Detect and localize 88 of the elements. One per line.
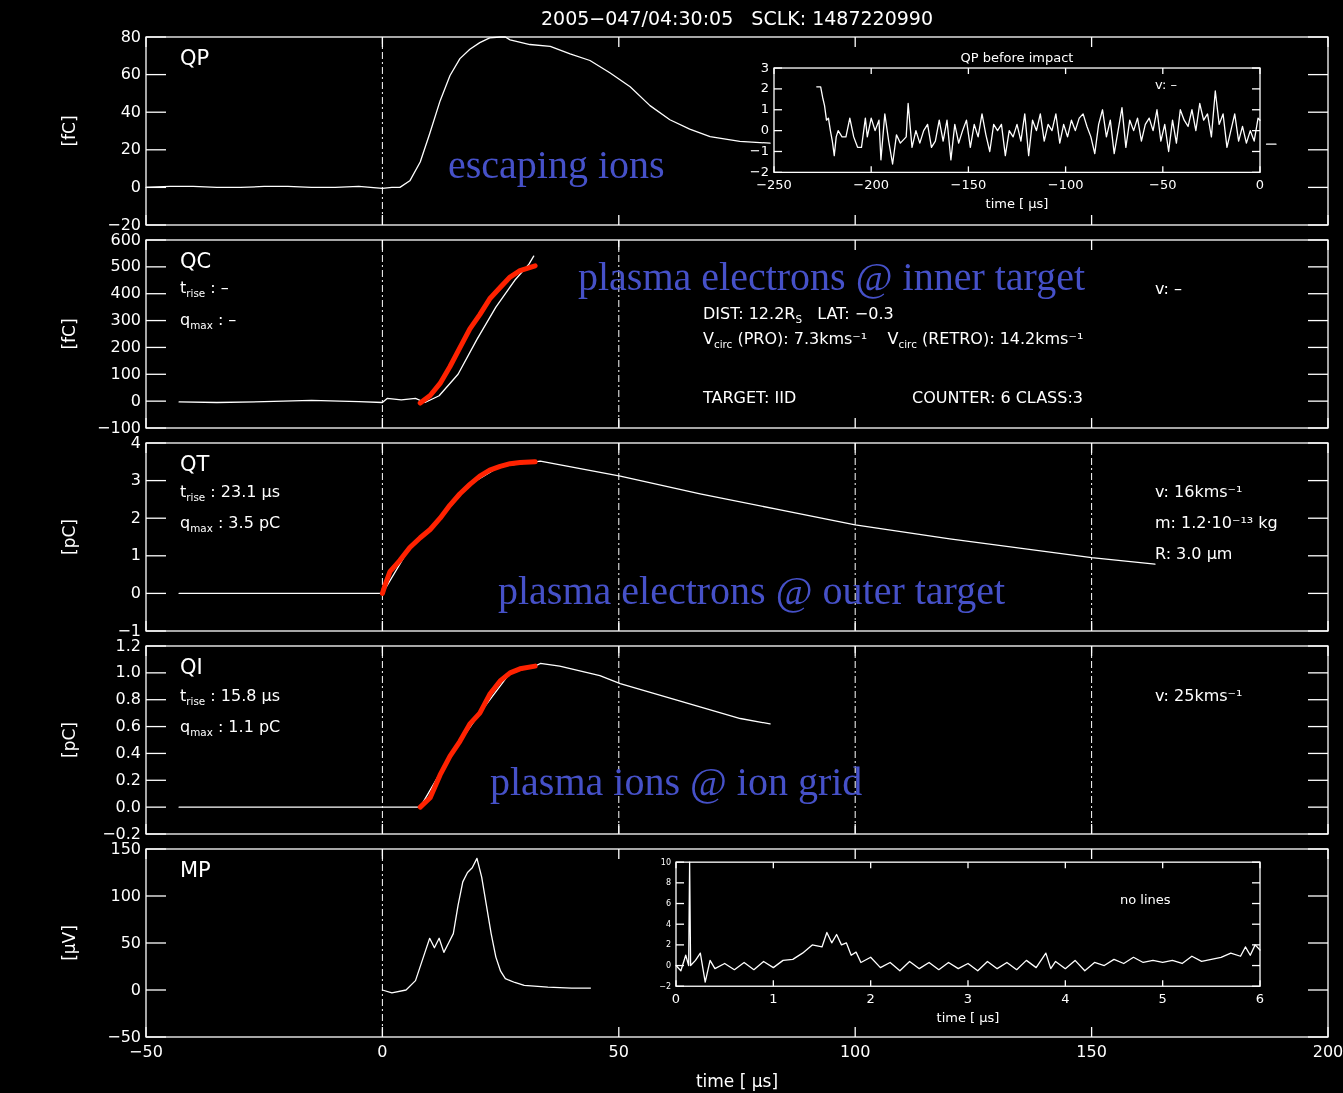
annotation: v: 16kms⁻¹: [1155, 481, 1243, 501]
x-tick-label: −250: [756, 177, 792, 193]
y-tick-label: 0.0: [115, 796, 141, 816]
y-tick-label: 100: [110, 885, 141, 905]
chart-title: QI: [180, 655, 203, 679]
y-tick-label: 3: [760, 59, 769, 75]
y-tick-label: 0.2: [115, 769, 141, 789]
x-tick-label: −150: [950, 177, 987, 193]
x-tick-label: 100: [839, 1042, 871, 1061]
x-tick-label: −200: [853, 177, 890, 193]
annotation: plasma electrons @ inner target: [578, 253, 1086, 299]
chart-title: MP: [180, 858, 211, 882]
x-tick-label: 3: [963, 991, 973, 1007]
y-tick-label: 0: [130, 390, 141, 410]
annotation: t$_{rise}$: 15.8 µs: [180, 685, 281, 707]
chart-title: QC: [180, 249, 212, 273]
y-tick-label: 8: [665, 878, 671, 888]
y-tick-label: 0.6: [115, 716, 141, 736]
annotation: m: 1.2·10⁻¹³ kg: [1155, 512, 1278, 532]
annotation: TARGET: IID: [702, 387, 797, 407]
x-tick-label: 0: [1255, 177, 1265, 193]
annotation: q$_{max}$: 3.5 pC: [180, 512, 281, 534]
annotation: no lines: [1120, 891, 1171, 907]
y-axis-title: [pC]: [59, 722, 79, 758]
y-tick-label: 80: [120, 26, 141, 46]
y-tick-label: 300: [110, 310, 141, 330]
y-tick-label: 0.4: [115, 742, 141, 762]
annotation: plasma electrons @ outer target: [498, 567, 1006, 613]
x-axis-title: time [ µs]: [695, 1071, 779, 1091]
annotation: v: –: [1155, 278, 1183, 298]
annotation: v: –: [1155, 76, 1177, 92]
y-axis-title: [fC]: [59, 318, 79, 350]
x-tick-label: 50: [608, 1042, 629, 1061]
y-tick-label: 200: [110, 336, 141, 356]
annotation: R: 3.0 µm: [1155, 543, 1233, 563]
y-tick-label: 6: [665, 899, 671, 909]
y-tick-label: 40: [120, 101, 141, 121]
y-tick-label: 4: [665, 919, 671, 929]
y-tick-label: 100: [110, 363, 141, 383]
y-tick-label: 0: [760, 122, 769, 138]
y-tick-label: 1: [130, 545, 141, 565]
x-tick-label: 4: [1061, 991, 1070, 1007]
x-tick-label: 5: [1158, 991, 1167, 1007]
y-tick-label: 3: [130, 470, 141, 490]
y-tick-label: 20: [120, 139, 141, 159]
y-tick-label: 400: [110, 283, 141, 303]
x-axis-title: time [ µs]: [936, 1010, 1000, 1026]
y-tick-label: 1.0: [115, 662, 141, 682]
chart-subtitle: QP: [180, 46, 210, 70]
y-tick-label: −2: [659, 981, 671, 991]
annotation: q$_{max}$: 1.1 pC: [180, 716, 281, 738]
x-axis-title: time [ µs]: [985, 196, 1049, 212]
chart-title: 2005−047/04:30:05 SCLK: 1487220990: [540, 7, 934, 29]
y-tick-label: 1: [760, 101, 769, 117]
y-tick-label: 50: [120, 932, 141, 952]
chart-title: QT: [180, 452, 210, 476]
y-tick-label: −2: [749, 163, 769, 179]
y-tick-label: −50: [107, 1026, 141, 1046]
y-tick-label: 0: [130, 582, 141, 602]
x-tick-label: 2: [866, 991, 875, 1007]
y-tick-label: 2: [130, 507, 141, 527]
x-tick-label: 150: [1076, 1042, 1107, 1061]
y-axis-title: [fC]: [59, 115, 79, 147]
x-tick-label: 6: [1255, 991, 1265, 1007]
annotation: V$_{circ}$(PRO): 7.3kms⁻¹ V$_{circ}$(RETRO): 14.2kms⁻¹: [703, 329, 1084, 350]
annotation: v: 25kms⁻¹: [1155, 685, 1243, 705]
y-axis-title: [µV]: [59, 925, 79, 961]
y-axis-title: [pC]: [59, 519, 79, 555]
annotation: t$_{rise}$: 23.1 µs: [180, 481, 281, 503]
annotation: escaping ions: [448, 142, 665, 187]
y-tick-label: 0: [665, 961, 671, 971]
y-tick-label: 2: [760, 80, 769, 96]
annotation: q$_{max}$: –: [180, 309, 237, 331]
annotation: COUNTER: 6 CLASS:3: [912, 387, 1083, 407]
y-tick-label: 500: [110, 256, 141, 276]
y-tick-label: 0.8: [115, 689, 141, 709]
y-tick-label: −1: [749, 142, 769, 158]
x-tick-label: −100: [1047, 177, 1084, 193]
annotation: plasma ions @ ion grid: [490, 758, 863, 804]
text: DIST: 12.2R$_{S}$ LAT: −0.3: [703, 303, 894, 325]
x-tick-label: 0: [377, 1042, 388, 1061]
chart-title: QP before impact: [960, 50, 1074, 66]
annotation: t$_{rise}$: –: [180, 277, 229, 299]
y-tick-label: 60: [120, 64, 141, 84]
x-tick-label: 200: [1312, 1042, 1343, 1061]
y-tick-label: 10: [660, 857, 671, 867]
x-tick-label: −50: [1149, 177, 1177, 193]
y-tick-label: 2: [665, 940, 671, 950]
